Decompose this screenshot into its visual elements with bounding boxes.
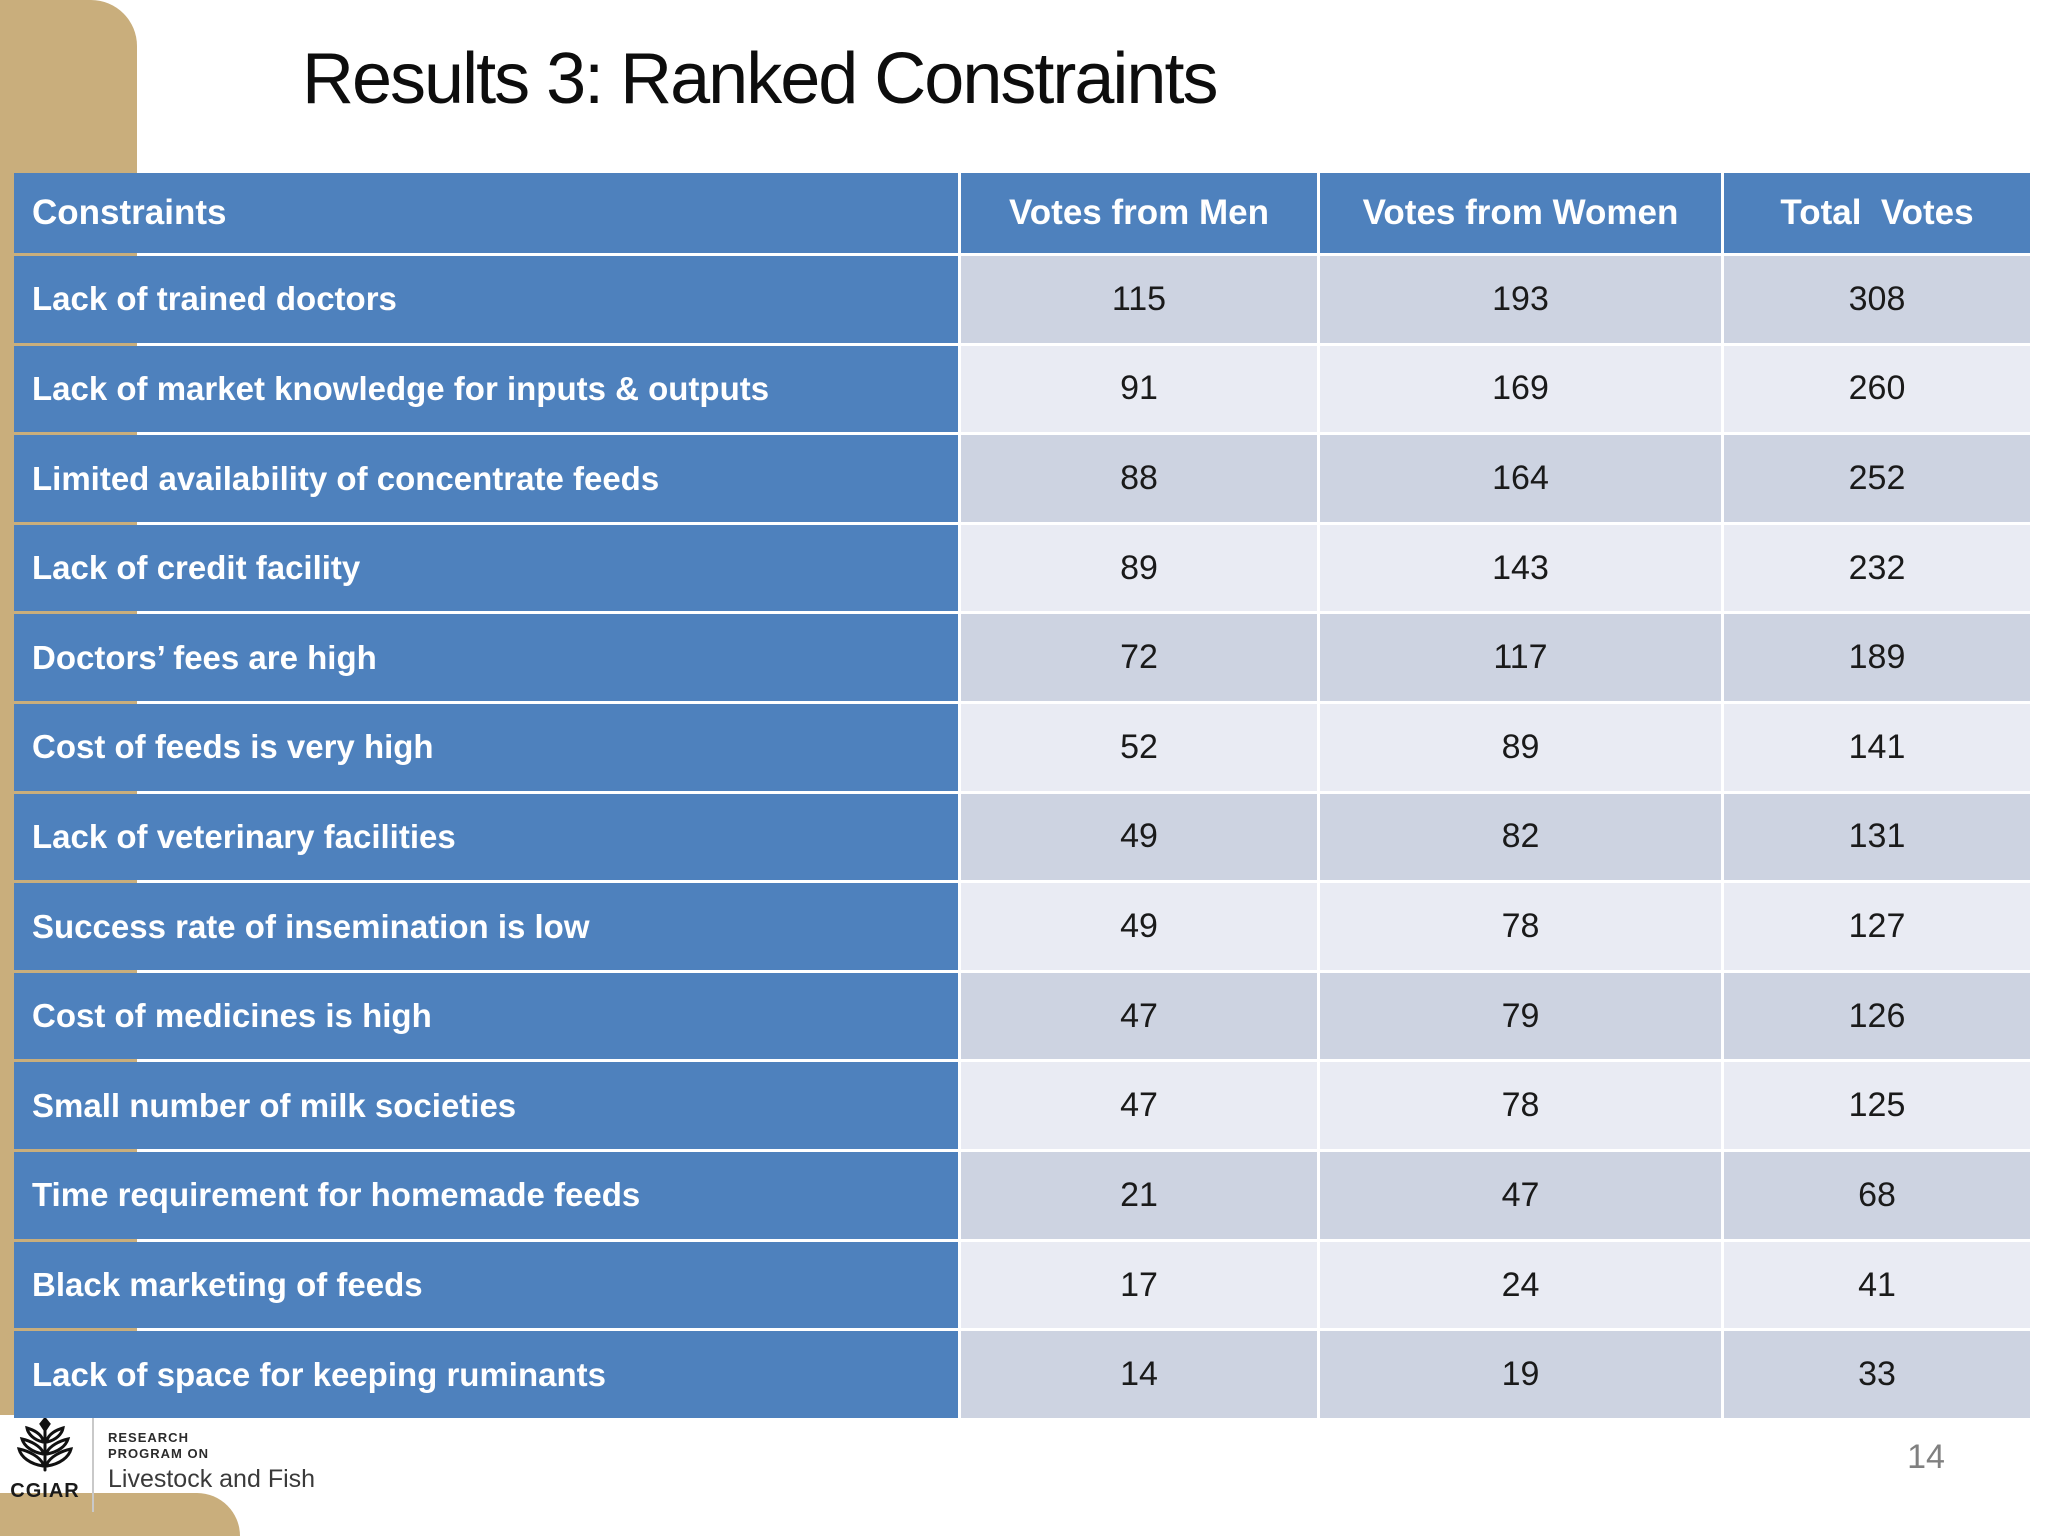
row-label: Time requirement for homemade feeds: [14, 1152, 958, 1239]
cgiar-logo-block: CGIAR RESEARCH PROGRAM ON Livestock and …: [6, 1418, 315, 1518]
total-votes-value: 232: [1724, 524, 2030, 612]
cgiar-logo: CGIAR: [6, 1418, 84, 1503]
table-row: Cost of medicines is high 47 79 126: [14, 972, 2030, 1060]
row-label: Small number of milk societies: [14, 1062, 958, 1150]
table-row: Small number of milk societies 47 78 125: [14, 1062, 2030, 1150]
cgiar-wordmark: CGIAR: [10, 1480, 80, 1502]
votes-men-value: 21: [961, 1152, 1317, 1239]
votes-women-value: 19: [1320, 1331, 1721, 1418]
row-label: Black marketing of feeds: [14, 1241, 958, 1329]
votes-men-value: 47: [961, 1062, 1317, 1150]
votes-women-value: 193: [1320, 256, 1721, 343]
votes-women-value: 79: [1320, 972, 1721, 1060]
row-label: Lack of market knowledge for inputs & ou…: [14, 345, 958, 433]
table-row: Lack of space for keeping ruminants 14 19 3…: [14, 1331, 2030, 1418]
votes-men-value: 17: [961, 1241, 1317, 1329]
decor-ribbon-bottom-left: [0, 1493, 240, 1536]
votes-men-value: 89: [961, 524, 1317, 612]
total-votes-value: 41: [1724, 1241, 2030, 1329]
table-header-row: Constraints Votes from Men Votes from Wo…: [14, 173, 2030, 253]
votes-men-value: 52: [961, 704, 1317, 791]
table-row: Lack of trained doctors 115 193 308: [14, 256, 2030, 343]
total-votes-value: 141: [1724, 704, 2030, 791]
row-label: Cost of medicines is high: [14, 972, 958, 1060]
total-votes-value: 68: [1724, 1152, 2030, 1239]
program-name: Livestock and Fish: [108, 1465, 316, 1493]
votes-women-value: 89: [1320, 704, 1721, 791]
votes-men-value: 49: [961, 793, 1317, 881]
table-row: Lack of market knowledge for inputs & ou…: [14, 345, 2030, 433]
row-label: Success rate of insemination is low: [14, 883, 958, 970]
votes-men-value: 88: [961, 435, 1317, 522]
votes-women-value: 169: [1320, 345, 1721, 433]
column-header-constraints: Constraints: [14, 173, 958, 253]
votes-women-value: 117: [1320, 614, 1721, 702]
table-row: Black marketing of feeds 17 24 41: [14, 1241, 2030, 1329]
total-votes-value: 125: [1724, 1062, 2030, 1150]
row-label: Cost of feeds is very high: [14, 704, 958, 791]
slide-title: Results 3: Ranked Constraints: [302, 39, 1218, 119]
votes-men-value: 47: [961, 972, 1317, 1060]
total-votes-value: 252: [1724, 435, 2030, 522]
table-row: Lack of credit facility 89 143 232: [14, 524, 2030, 612]
ranked-constraints-table: Constraints Votes from Men Votes from Wo…: [14, 173, 2030, 1418]
row-label: Limited availability of concentrate feed…: [14, 435, 958, 522]
page-number: 14: [1907, 1438, 1945, 1476]
footer-divider: [92, 1418, 94, 1512]
votes-women-value: 82: [1320, 793, 1721, 881]
total-votes-value: 127: [1724, 883, 2030, 970]
total-votes-value: 126: [1724, 972, 2030, 1060]
total-votes-value: 308: [1724, 256, 2030, 343]
votes-women-value: 47: [1320, 1152, 1721, 1239]
votes-men-value: 91: [961, 345, 1317, 433]
program-block: RESEARCH PROGRAM ON Livestock and Fish: [108, 1418, 315, 1494]
column-header-total-votes: Total Votes: [1724, 173, 2030, 253]
row-label: Lack of trained doctors: [14, 256, 958, 343]
votes-women-value: 24: [1320, 1241, 1721, 1329]
column-header-votes-men: Votes from Men: [961, 173, 1317, 253]
program-line2: PROGRAM ON: [108, 1446, 209, 1461]
votes-men-value: 72: [961, 614, 1317, 702]
row-label: Lack of credit facility: [14, 524, 958, 612]
row-label: Lack of space for keeping ruminants: [14, 1331, 958, 1418]
total-votes-value: 189: [1724, 614, 2030, 702]
votes-men-value: 14: [961, 1331, 1317, 1418]
votes-men-value: 115: [961, 256, 1317, 343]
table-row: Limited availability of concentrate feed…: [14, 435, 2030, 522]
total-votes-value: 131: [1724, 793, 2030, 881]
table-row: Cost of feeds is very high 52 89 141: [14, 704, 2030, 791]
table-row: Success rate of insemination is low 49 78 1…: [14, 883, 2030, 970]
wheat-icon: [16, 1418, 74, 1472]
votes-women-value: 78: [1320, 1062, 1721, 1150]
program-line1: RESEARCH: [108, 1430, 189, 1445]
column-header-votes-women: Votes from Women: [1320, 173, 1721, 253]
votes-women-value: 78: [1320, 883, 1721, 970]
table-row: Time requirement for homemade feeds 21 47 6…: [14, 1152, 2030, 1239]
total-votes-value: 260: [1724, 345, 2030, 433]
row-label: Lack of veterinary facilities: [14, 793, 958, 881]
row-label: Doctors’ fees are high: [14, 614, 958, 702]
votes-women-value: 164: [1320, 435, 1721, 522]
table-row: Doctors’ fees are high 72 117 189: [14, 614, 2030, 702]
votes-men-value: 49: [961, 883, 1317, 970]
total-votes-value: 33: [1724, 1331, 2030, 1418]
table-row: Lack of veterinary facilities 49 82 131: [14, 793, 2030, 881]
votes-women-value: 143: [1320, 524, 1721, 612]
